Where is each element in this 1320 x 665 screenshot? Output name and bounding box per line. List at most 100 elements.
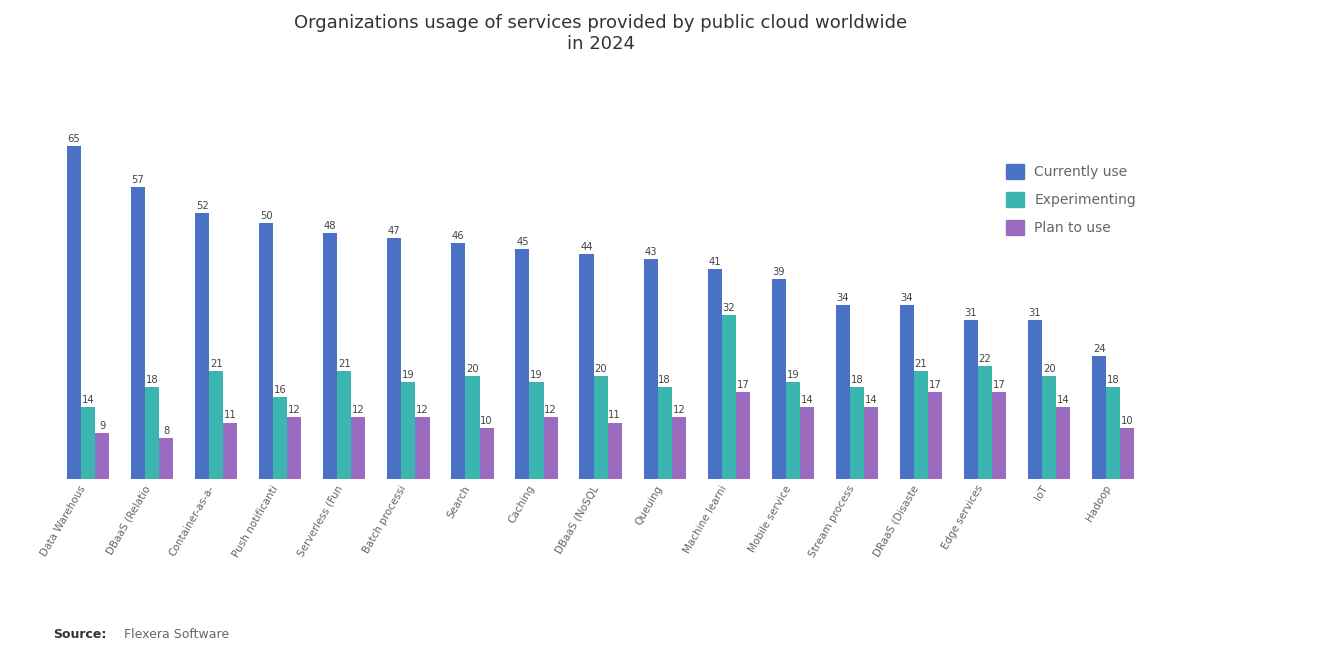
Bar [160, 438, 173, 479]
Text: 11: 11 [609, 410, 622, 420]
Bar [1121, 428, 1134, 479]
Text: 19: 19 [403, 370, 414, 380]
Bar [466, 376, 479, 479]
Bar [579, 254, 594, 479]
Text: 14: 14 [865, 395, 878, 405]
Text: 46: 46 [451, 231, 465, 241]
Bar [863, 407, 878, 479]
Bar [131, 188, 145, 479]
Text: 20: 20 [466, 364, 479, 374]
Text: 22: 22 [978, 354, 991, 364]
Text: 17: 17 [993, 380, 1006, 390]
Bar [529, 382, 544, 479]
Text: 14: 14 [801, 395, 813, 405]
Bar [1028, 321, 1041, 479]
Bar [451, 243, 466, 479]
Text: 31: 31 [1028, 308, 1041, 318]
Bar [273, 397, 288, 479]
Text: 12: 12 [416, 406, 429, 416]
Text: 12: 12 [672, 406, 685, 416]
Bar [928, 392, 942, 479]
Text: 14: 14 [1057, 395, 1069, 405]
Text: 18: 18 [1107, 374, 1119, 384]
Bar [288, 418, 301, 479]
Text: 12: 12 [352, 406, 364, 416]
Text: 14: 14 [82, 395, 94, 405]
Bar [993, 392, 1006, 479]
Bar [401, 382, 416, 479]
Text: 41: 41 [709, 257, 721, 267]
Bar [657, 387, 672, 479]
Text: 21: 21 [915, 359, 928, 369]
Bar [785, 382, 800, 479]
Text: 17: 17 [929, 380, 941, 390]
Text: 10: 10 [480, 416, 492, 426]
Bar [978, 366, 993, 479]
Text: 52: 52 [195, 201, 209, 211]
Text: 24: 24 [1093, 344, 1105, 354]
Text: 9: 9 [99, 421, 106, 431]
Text: 44: 44 [581, 241, 593, 251]
Bar [836, 305, 850, 479]
Text: 8: 8 [164, 426, 169, 436]
Bar [259, 223, 273, 479]
Bar [900, 305, 913, 479]
Text: 21: 21 [338, 359, 351, 369]
Bar [195, 213, 209, 479]
Text: 50: 50 [260, 211, 272, 221]
Text: 57: 57 [132, 175, 144, 185]
Bar [145, 387, 160, 479]
Text: 19: 19 [531, 370, 543, 380]
Legend: Currently use, Experimenting, Plan to use: Currently use, Experimenting, Plan to us… [1001, 158, 1142, 240]
Bar [800, 407, 814, 479]
Text: Flexera Software: Flexera Software [116, 628, 230, 642]
Bar [323, 233, 338, 479]
Text: 32: 32 [722, 303, 735, 313]
Bar [479, 428, 494, 479]
Text: 31: 31 [965, 308, 977, 318]
Bar [1092, 356, 1106, 479]
Bar [708, 269, 722, 479]
Bar [95, 433, 110, 479]
Text: 12: 12 [288, 406, 301, 416]
Text: Source:: Source: [53, 628, 106, 642]
Bar [515, 249, 529, 479]
Text: 21: 21 [210, 359, 223, 369]
Text: 19: 19 [787, 370, 799, 380]
Text: 10: 10 [1121, 416, 1134, 426]
Bar [67, 146, 81, 479]
Bar [644, 259, 657, 479]
Text: 65: 65 [67, 134, 81, 144]
Text: 18: 18 [659, 374, 671, 384]
Bar [387, 238, 401, 479]
Bar [850, 387, 863, 479]
Bar [722, 315, 735, 479]
Text: 34: 34 [837, 293, 849, 303]
Text: 47: 47 [388, 226, 400, 236]
Text: 12: 12 [544, 406, 557, 416]
Text: 17: 17 [737, 380, 750, 390]
Bar [209, 371, 223, 479]
Text: 16: 16 [273, 385, 286, 395]
Text: 11: 11 [224, 410, 236, 420]
Bar [544, 418, 557, 479]
Text: 45: 45 [516, 237, 529, 247]
Bar [338, 371, 351, 479]
Bar [1106, 387, 1121, 479]
Text: 39: 39 [772, 267, 785, 277]
Text: 43: 43 [644, 247, 657, 257]
Bar [772, 279, 785, 479]
Bar [223, 422, 238, 479]
Bar [416, 418, 429, 479]
Bar [607, 422, 622, 479]
Text: 20: 20 [1043, 364, 1056, 374]
Text: 18: 18 [145, 374, 158, 384]
Bar [964, 321, 978, 479]
Bar [1056, 407, 1071, 479]
Text: 20: 20 [594, 364, 607, 374]
Bar [913, 371, 928, 479]
Text: 48: 48 [323, 221, 337, 231]
Bar [735, 392, 750, 479]
Bar [1041, 376, 1056, 479]
Text: 34: 34 [900, 293, 913, 303]
